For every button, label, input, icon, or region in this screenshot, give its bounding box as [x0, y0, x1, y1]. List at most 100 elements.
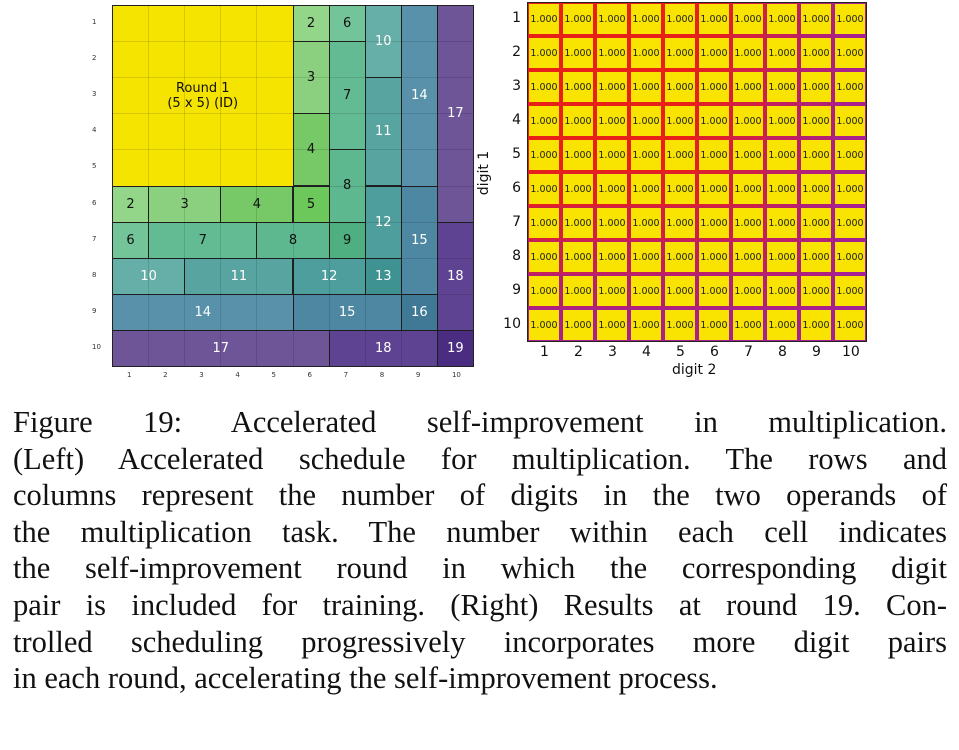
caption-line: the self-improvement round in which the … [13, 551, 947, 586]
heatmap-cell: 1.000 [697, 240, 731, 274]
x-tick-label: 2 [163, 371, 168, 379]
heatmap-cell: 1.000 [697, 2, 731, 36]
heatmap-cell: 1.000 [833, 36, 867, 70]
heatmap-cell: 1.000 [595, 172, 629, 206]
y-tick-label: 10 [503, 316, 521, 332]
grid-line [112, 293, 473, 295]
accelerated-schedule-chart: Round 1 (5 x 5) (ID) 2 2 3 3 4 4 5 6 6 7 7 8 8 9 10 10 11… [0, 0, 480, 390]
heatmap-cell: 1.000 [731, 172, 765, 206]
x-tick-label: 3 [608, 344, 617, 360]
schedule-block: 15 [292, 293, 402, 331]
heatmap-cell: 1.000 [527, 274, 561, 308]
heatmap-cell: 1.000 [595, 206, 629, 240]
grid-line [112, 221, 473, 223]
y-tick-label: 9 [512, 282, 521, 298]
heatmap-cell: 1.000 [765, 2, 799, 36]
heatmap-cell: 1.000 [731, 70, 765, 104]
heatmap-cell: 1.000 [663, 308, 697, 342]
heatmap-cell: 1.000 [629, 70, 663, 104]
heatmap-cell: 1.000 [697, 172, 731, 206]
schedule-block: 7 [148, 221, 258, 259]
x-tick-label: 2 [574, 344, 583, 360]
x-tick-label: 7 [744, 344, 753, 360]
schedule-block: 6 [112, 221, 150, 259]
heatmap-cell: 1.000 [629, 104, 663, 138]
y-tick-label: 1 [92, 18, 97, 27]
heatmap-cell: 1.000 [799, 36, 833, 70]
heatmap-cell: 1.000 [629, 172, 663, 206]
heatmap-cell: 1.000 [731, 206, 765, 240]
grid-line [328, 5, 330, 366]
caption-line: trolled scheduling progressively incorpo… [13, 624, 947, 659]
schedule-block: 9 [328, 221, 366, 259]
heatmap-cell: 1.000 [799, 138, 833, 172]
grid-line [184, 5, 186, 366]
x-tick-label: 8 [778, 344, 787, 360]
x-tick-label: 3 [199, 371, 204, 379]
x-tick-label: 9 [415, 371, 421, 379]
x-tick-label: 9 [812, 344, 821, 360]
heatmap-cell: 1.000 [833, 206, 867, 240]
heatmap-cell: 1.000 [595, 274, 629, 308]
heatmap-cell: 1.000 [663, 172, 697, 206]
heatmap-cell: 1.000 [663, 206, 697, 240]
heatmap-frame [527, 2, 867, 342]
heatmap-cell: 1.000 [595, 2, 629, 36]
schedule-block: 6 [328, 5, 366, 43]
heatmap-cell: 1.000 [731, 274, 765, 308]
caption-line: in each round, accelerating the self-imp… [13, 661, 718, 696]
heatmap-cell: 1.000 [663, 104, 697, 138]
heatmap-cell: 1.000 [697, 308, 731, 342]
x-tick-label: 5 [271, 371, 276, 379]
heatmap-cell: 1.000 [697, 70, 731, 104]
caption-line: the multiplication task. The number with… [13, 514, 947, 549]
y-axis-label: digit 1 [476, 150, 493, 196]
heatmap-cell: 1.000 [527, 308, 561, 342]
heatmap-cell: 1.000 [765, 274, 799, 308]
schedule-block: 11 [364, 77, 402, 187]
schedule-block: 8 [328, 149, 366, 223]
grid-line [256, 5, 258, 366]
heatmap-cell: 1.000 [697, 36, 731, 70]
heatmap-cell: 1.000 [731, 2, 765, 36]
x-tick-label: 4 [642, 344, 651, 360]
heatmap-cell: 1.000 [561, 36, 595, 70]
schedule-block: 14 [112, 293, 294, 331]
schedule-block: 2 [112, 185, 150, 223]
grid-line [436, 5, 438, 366]
heatmap-cell: 1.000 [731, 240, 765, 274]
y-tick-label: 6 [92, 198, 97, 207]
heatmap-cell: 1.000 [799, 70, 833, 104]
schedule-block: 13 [364, 257, 402, 295]
y-tick-label: 7 [512, 214, 521, 230]
heatmap-cell: 1.000 [697, 104, 731, 138]
x-tick-label: 7 [343, 371, 349, 379]
heatmap-cell: 1.000 [697, 206, 731, 240]
schedule-block: 14 [400, 5, 438, 187]
schedule-block: 17 [436, 5, 474, 223]
heatmap-cell: 1.000 [595, 240, 629, 274]
schedule-block: 2 [292, 5, 330, 43]
heatmap-cell: 1.000 [527, 138, 561, 172]
x-tick-label: 10 [451, 371, 461, 379]
y-tick-label: 2 [92, 54, 97, 63]
heatmap-cell: 1.000 [663, 2, 697, 36]
heatmap-cell: 1.000 [731, 104, 765, 138]
heatmap-cell: 1.000 [731, 138, 765, 172]
heatmap-cell: 1.000 [765, 36, 799, 70]
schedule-block: 11 [184, 257, 294, 295]
grid-line [364, 5, 366, 366]
heatmap-cell: 1.000 [799, 2, 833, 36]
x-tick-label: 8 [379, 371, 385, 379]
y-tick-label: 3 [92, 90, 97, 99]
heatmap-cell: 1.000 [629, 36, 663, 70]
y-tick-label: 7 [92, 234, 97, 243]
heatmap-cell: 1.000 [765, 206, 799, 240]
heatmap-cell: 1.000 [833, 138, 867, 172]
heatmap-cell: 1.000 [595, 138, 629, 172]
y-tick-label: 5 [512, 146, 521, 162]
x-tick-label: 1 [127, 371, 132, 379]
heatmap-cell: 1.000 [595, 104, 629, 138]
grid-line [112, 113, 473, 115]
y-tick-label: 4 [92, 126, 97, 135]
